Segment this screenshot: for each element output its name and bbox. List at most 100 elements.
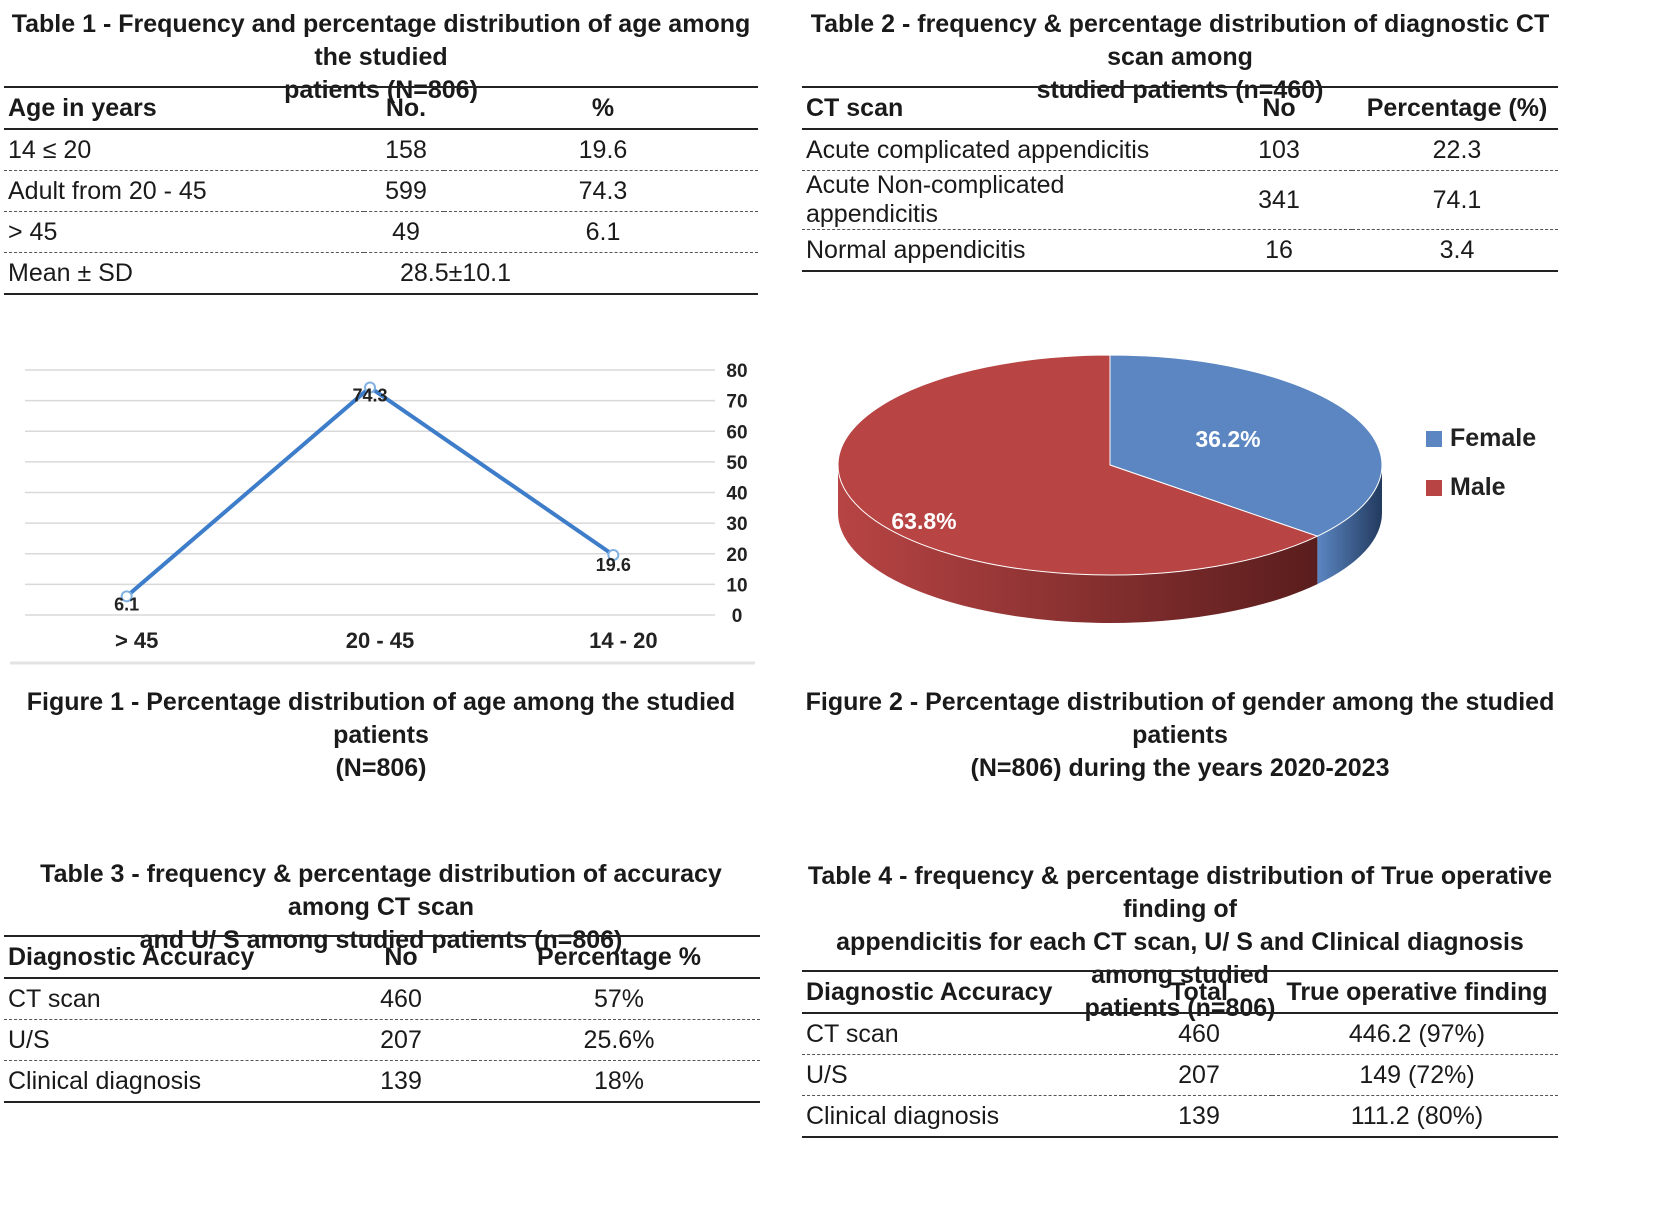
- table-row: Clinical diagnosis 139 111.2 (80%): [802, 1095, 1558, 1138]
- table-row: U/S 207 149 (72%): [802, 1054, 1558, 1096]
- figure1-caption-line1: Figure 1 - Percentage distribution of ag…: [26, 688, 736, 749]
- gender-pie-chart: 36.2% 63.8% Female Male: [837, 354, 1536, 623]
- table3-cell: U/S: [4, 1019, 324, 1061]
- y-tick-label: 10: [726, 575, 747, 596]
- table2-cell: 3.4: [1352, 229, 1558, 272]
- table4-cell: CT scan: [802, 1013, 1122, 1055]
- table-row: Acute Non-complicated appendicitis 341 7…: [802, 170, 1558, 230]
- table4-cell: U/S: [802, 1054, 1122, 1096]
- table3: Diagnostic Accuracy No Percentage % CT s…: [4, 935, 760, 1103]
- table1-mean-value: 28.5±10.1: [364, 252, 758, 295]
- data-label: 74.3: [352, 385, 387, 405]
- figure1-caption: Figure 1 - Percentage distribution of ag…: [0, 686, 762, 785]
- table-row: CT scan 460 57%: [4, 978, 760, 1020]
- table1-mean-row: Mean ± SD 28.5±10.1: [4, 252, 758, 295]
- y-tick-label: 70: [726, 392, 747, 413]
- data-point: [364, 381, 376, 394]
- table4: Diagnostic Accuracy Total True operative…: [802, 970, 1558, 1138]
- table1-cell: 14 ≤ 20: [4, 129, 364, 171]
- table2-header-ctscan: CT scan: [802, 86, 1202, 130]
- table4-header-true-finding: True operative finding: [1272, 970, 1558, 1014]
- table3-cell: 460: [324, 978, 474, 1020]
- table1-header-age: Age in years: [4, 86, 364, 130]
- table2-cell: 22.3: [1352, 129, 1558, 171]
- table3-header-row: Diagnostic Accuracy No Percentage %: [4, 935, 760, 979]
- table4-caption: Table 4 - frequency & percentage distrib…: [800, 860, 1560, 1025]
- table4-cell: 149 (72%): [1272, 1054, 1558, 1096]
- table4-caption-line1: Table 4 - frequency & percentage distrib…: [807, 862, 1553, 923]
- table4-cell: 139: [1122, 1095, 1272, 1138]
- table3-cell: 207: [324, 1019, 474, 1061]
- table2-cell: 16: [1202, 229, 1352, 272]
- figure2-caption: Figure 2 - Percentage distribution of ge…: [800, 686, 1560, 785]
- table1-caption: Table 1 - Frequency and percentage distr…: [0, 8, 762, 107]
- table4-cell: Clinical diagnosis: [802, 1095, 1122, 1138]
- table3-cell: 25.6%: [474, 1019, 760, 1061]
- data-label: 6.1: [114, 594, 139, 614]
- table-row: Clinical diagnosis 139 18%: [4, 1060, 760, 1103]
- table1-cell: > 45: [4, 211, 364, 253]
- table2-cell: 103: [1202, 129, 1352, 171]
- table1-cell: 19.6: [444, 129, 758, 171]
- table-row: Normal appendicitis 16 3.4: [802, 229, 1558, 272]
- legend-swatch-male: [1426, 480, 1442, 496]
- table4-header-row: Diagnostic Accuracy Total True operative…: [802, 970, 1558, 1014]
- data-label: 63.8%: [891, 508, 956, 534]
- legend-label-male: Male: [1450, 473, 1506, 501]
- x-tick-label: > 45: [115, 628, 158, 653]
- y-tick-label: 60: [726, 422, 747, 443]
- data-label: 19.6: [596, 555, 631, 575]
- table3-cell: 139: [324, 1060, 474, 1103]
- table3-header-accuracy: Diagnostic Accuracy: [4, 935, 324, 979]
- table-row: 14 ≤ 20 158 19.6: [4, 129, 758, 171]
- table1-mean-label: Mean ± SD: [4, 252, 364, 295]
- table1-cell: 74.3: [444, 170, 758, 212]
- table3-cell: CT scan: [4, 978, 324, 1020]
- table2-cell: Normal appendicitis: [802, 229, 1202, 272]
- table-row: CT scan 460 446.2 (97%): [802, 1013, 1558, 1055]
- table3-header-percent: Percentage %: [474, 935, 760, 979]
- table1-header-row: Age in years No. %: [4, 86, 758, 130]
- table4-cell: 207: [1122, 1054, 1272, 1096]
- x-tick-label: 14 - 20: [589, 628, 658, 653]
- pie-slice-male: [837, 354, 1319, 576]
- table1-cell: 49: [364, 211, 444, 253]
- table3-cell: 18%: [474, 1060, 760, 1103]
- table2-cell: Acute Non-complicated appendicitis: [802, 170, 1202, 230]
- data-point: [120, 590, 133, 603]
- x-tick-label: 20 - 45: [346, 628, 415, 653]
- table1: Age in years No. % 14 ≤ 20 158 19.6 Adul…: [4, 86, 758, 295]
- table1-cell: 599: [364, 170, 444, 212]
- table4-cell: 111.2 (80%): [1272, 1095, 1558, 1138]
- table2-header-percent: Percentage (%): [1352, 86, 1558, 130]
- y-tick-label: 80: [726, 361, 747, 382]
- table2: CT scan No Percentage (%) Acute complica…: [802, 86, 1558, 272]
- table1-cell: 6.1: [444, 211, 758, 253]
- table-row: > 45 49 6.1: [4, 211, 758, 253]
- table-row: Acute complicated appendicitis 103 22.3: [802, 129, 1558, 171]
- pie-side-female: [1317, 465, 1382, 585]
- data-point: [607, 548, 620, 561]
- y-tick-label: 40: [726, 484, 747, 505]
- table2-cell: 341: [1202, 170, 1352, 230]
- table4-header-total: Total: [1122, 970, 1272, 1014]
- table2-cell: Acute complicated appendicitis: [802, 129, 1202, 171]
- table-row: Adult from 20 - 45 599 74.3: [4, 170, 758, 212]
- table2-header-no: No: [1202, 86, 1352, 130]
- legend-swatch-female: [1426, 431, 1442, 447]
- pie-side-male: [838, 465, 1318, 623]
- table4-header-accuracy: Diagnostic Accuracy: [802, 970, 1122, 1014]
- table2-caption-line1: Table 2 - frequency & percentage distrib…: [810, 10, 1550, 71]
- figure2-caption-line1: Figure 2 - Percentage distribution of ge…: [805, 688, 1555, 749]
- table4-cell: 446.2 (97%): [1272, 1013, 1558, 1055]
- y-tick-label: 0: [732, 606, 743, 627]
- table3-header-no: No: [324, 935, 474, 979]
- y-tick-label: 20: [726, 545, 747, 566]
- table2-cell: 74.1: [1352, 170, 1558, 230]
- table1-header-percent: %: [444, 86, 758, 130]
- table1-caption-line1: Table 1 - Frequency and percentage distr…: [11, 10, 751, 71]
- table2-header-row: CT scan No Percentage (%): [802, 86, 1558, 130]
- table4-cell: 460: [1122, 1013, 1272, 1055]
- table3-cell: 57%: [474, 978, 760, 1020]
- table-row: U/S 207 25.6%: [4, 1019, 760, 1061]
